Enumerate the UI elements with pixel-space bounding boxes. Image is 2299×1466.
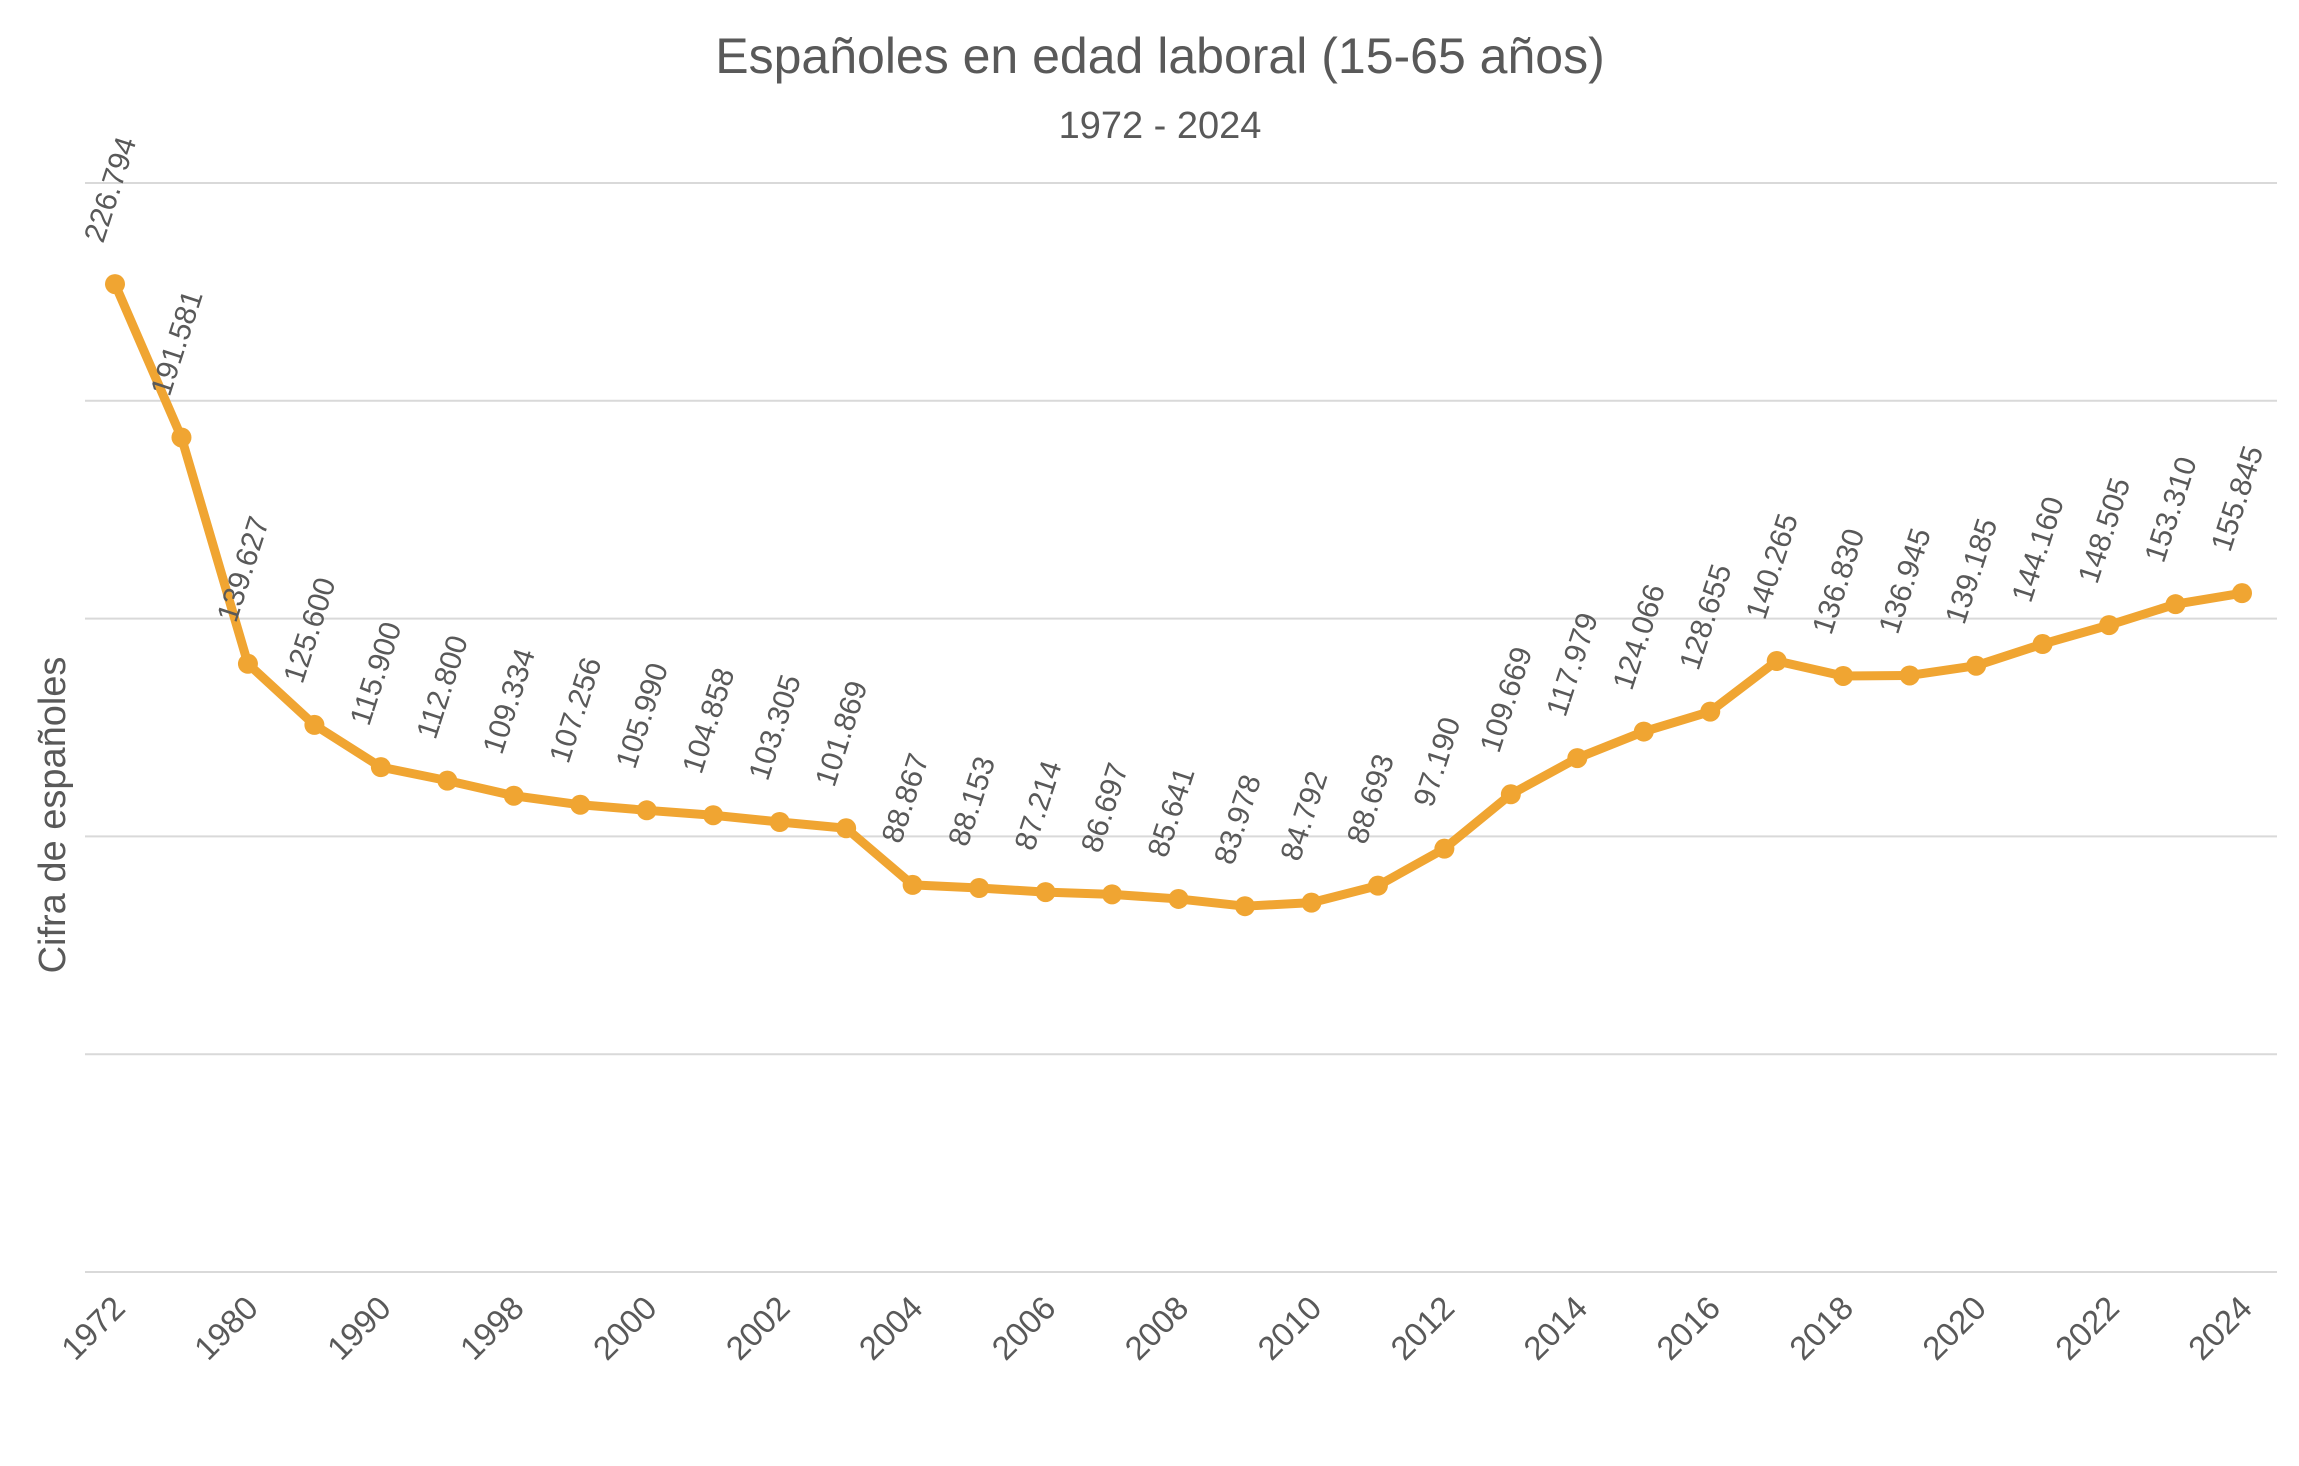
data-point — [1500, 784, 1521, 805]
data-label: 112.800 — [411, 632, 475, 743]
x-tick-label: 2010 — [1250, 1289, 1328, 1367]
data-point — [304, 714, 325, 735]
data-point — [1035, 882, 1056, 903]
data-label: 115.900 — [344, 618, 408, 729]
data-label: 128.655 — [1674, 560, 1739, 673]
data-point — [2165, 594, 2186, 615]
data-label: 83.978 — [1208, 771, 1268, 868]
data-label: 88.867 — [876, 750, 936, 847]
data-label: 155.845 — [2205, 442, 2270, 555]
data-point — [1367, 875, 1388, 896]
data-label: 97.190 — [1408, 713, 1468, 810]
data-label: 87.214 — [1009, 757, 1069, 854]
data-point — [1301, 892, 1322, 913]
data-point — [237, 653, 258, 674]
chart-subtitle: 1972 - 2024 — [1059, 105, 1262, 147]
data-label: 85.641 — [1142, 764, 1202, 861]
data-point — [1567, 748, 1588, 769]
data-label: 144.160 — [2006, 493, 2071, 606]
data-label: 104.858 — [676, 664, 741, 777]
data-point — [1833, 665, 1854, 686]
data-point — [1766, 651, 1787, 672]
data-point — [902, 874, 923, 895]
data-label: 84.792 — [1275, 767, 1335, 864]
x-tick-label: 2000 — [586, 1289, 664, 1367]
data-label: 109.334 — [477, 645, 542, 758]
data-point — [105, 274, 125, 295]
x-tick-label: 2006 — [984, 1289, 1062, 1367]
data-point — [1899, 665, 1920, 686]
data-label: 124.066 — [1607, 580, 1672, 693]
data-point — [2099, 615, 2120, 636]
data-label: 109.669 — [1474, 643, 1539, 756]
x-tick-label: 2020 — [1915, 1289, 1993, 1367]
data-point — [570, 794, 591, 815]
data-point — [1102, 884, 1123, 905]
chart-title: Españoles en edad laboral (15-65 años) — [715, 28, 1605, 84]
data-label: 103.305 — [743, 671, 808, 784]
data-point — [703, 805, 724, 826]
data-point — [969, 878, 990, 899]
data-point — [1633, 721, 1654, 742]
x-tick-label: 2008 — [1117, 1289, 1195, 1367]
data-point — [370, 757, 391, 778]
data-point — [1234, 896, 1255, 917]
data-point — [2232, 583, 2252, 604]
data-point — [1700, 701, 1721, 722]
x-tick-label: 2014 — [1516, 1289, 1594, 1367]
data-label: 136.945 — [1873, 524, 1938, 637]
data-label: 105.990 — [610, 659, 675, 772]
x-tick-label: 2004 — [851, 1289, 929, 1367]
y-axis-label: Cifra de españoles — [32, 657, 74, 974]
data-label: 148.505 — [2072, 474, 2137, 587]
x-tick-label: 2022 — [2048, 1289, 2126, 1367]
x-tick-label: 2018 — [1782, 1289, 1860, 1367]
data-point — [769, 812, 790, 833]
data-point — [2032, 634, 2053, 655]
data-label: 101.869 — [809, 677, 874, 790]
data-point — [171, 427, 192, 448]
data-point — [503, 785, 524, 806]
x-tick-label: 1972 — [54, 1289, 132, 1367]
data-label: 140.265 — [1740, 510, 1805, 623]
data-point — [1966, 655, 1987, 676]
x-tick-label: 2002 — [719, 1289, 797, 1367]
x-tick-label: 1998 — [453, 1289, 531, 1367]
data-label: 191.581 — [145, 286, 210, 399]
x-tick-label: 2012 — [1383, 1289, 1461, 1367]
data-label: 139.185 — [1939, 515, 2004, 628]
data-label: 226.794 — [78, 133, 143, 246]
data-label: 136.830 — [1806, 525, 1871, 638]
data-point — [836, 818, 857, 839]
x-tick-label: 1990 — [320, 1289, 398, 1367]
data-point — [636, 800, 657, 821]
data-point — [1434, 838, 1455, 859]
data-label: 107.256 — [544, 654, 609, 767]
x-tick-label: 1980 — [187, 1289, 265, 1367]
data-label: 117.979 — [1541, 609, 1605, 720]
data-point — [437, 770, 458, 791]
x-tick-label: 2016 — [1649, 1289, 1727, 1367]
data-label: 88.693 — [1341, 750, 1401, 847]
data-point — [1168, 888, 1189, 909]
x-tick-label: 2024 — [2181, 1289, 2259, 1367]
data-label: 86.697 — [1075, 759, 1135, 856]
data-label: 153.310 — [2139, 453, 2204, 566]
data-label: 125.600 — [278, 574, 343, 687]
